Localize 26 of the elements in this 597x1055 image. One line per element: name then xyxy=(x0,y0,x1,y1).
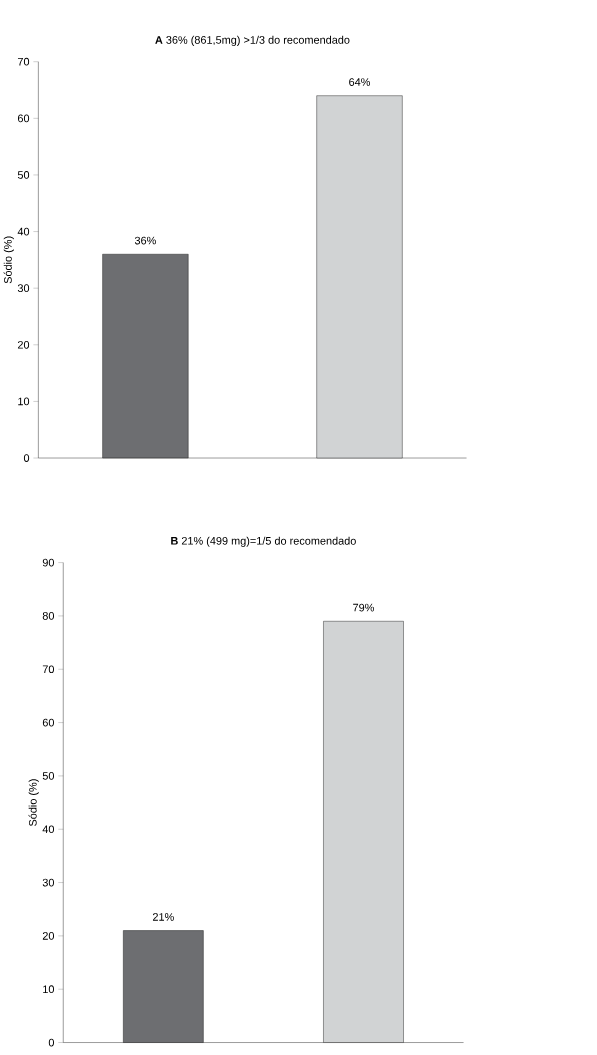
y-tick-label: 90 xyxy=(42,558,54,567)
data-label: 64% xyxy=(348,78,370,86)
y-tick-label: 0 xyxy=(48,1038,54,1047)
y-axis-title: Sódio (%) xyxy=(28,779,39,827)
y-tick-label: 50 xyxy=(42,772,54,780)
y-tick-label: 40 xyxy=(17,227,29,236)
chart-title: B 21% (499 mg)=1/5 do recomendado xyxy=(170,536,356,547)
y-tick-label: 70 xyxy=(42,665,54,674)
y-tick-label: 30 xyxy=(17,284,29,293)
y-tick-label: 40 xyxy=(42,825,54,834)
y-tick-label: 30 xyxy=(42,878,54,887)
y-tick-label: 10 xyxy=(18,397,29,406)
y-tick-label: 0 xyxy=(23,454,29,462)
y-tick-label: 20 xyxy=(17,340,29,349)
data-label: 36% xyxy=(134,236,156,245)
y-tick-label: 80 xyxy=(42,612,54,620)
y-tick-label: 10 xyxy=(42,985,54,994)
y-tick-label: 60 xyxy=(17,114,29,123)
y-tick-label: 70 xyxy=(17,57,29,66)
y-tick-label: 60 xyxy=(42,718,54,727)
chart-title: A 36% (861,5mg) >1/3 do recomendado xyxy=(154,35,350,46)
y-tick-label: 20 xyxy=(42,932,54,940)
data-label: 79% xyxy=(352,603,374,612)
data-label: 21% xyxy=(152,913,174,921)
y-axis-title: Sódio (%) xyxy=(3,236,14,284)
y-tick-label: 50 xyxy=(17,171,29,179)
